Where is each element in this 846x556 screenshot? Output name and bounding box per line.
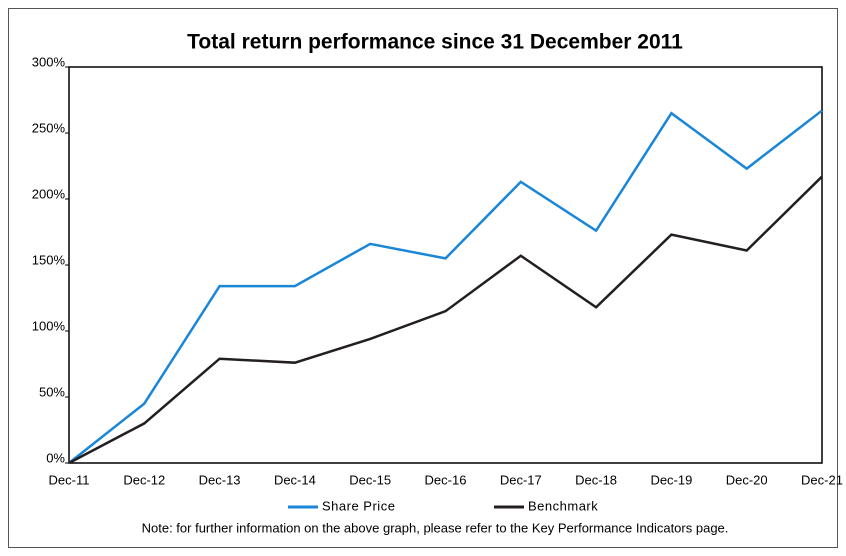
legend-label: Share Price [322,498,395,513]
y-tick-label: 200% [32,186,66,201]
y-tick-label: 50% [39,384,65,399]
chart-title: Total return performance since 31 Decemb… [187,31,683,54]
y-tick-label: 0% [46,450,65,465]
x-tick-label: Dec-17 [500,472,542,487]
y-tick-label: 150% [32,252,66,267]
x-tick-label: Dec-18 [575,472,617,487]
note: Note: for further information on the abo… [142,520,729,535]
chart-border [8,8,838,548]
series-line [68,175,823,465]
x-tick-label: Dec-19 [650,472,692,487]
x-tick-label: Dec-16 [425,472,467,487]
x-tick-label: Dec-14 [274,472,316,487]
x-tick-label: Dec-15 [349,472,391,487]
y-tick-label: 100% [32,318,66,333]
x-tick-label: Dec-11 [49,472,90,487]
x-tick-label: Dec-13 [199,472,241,487]
legend-label: Benchmark [528,498,598,513]
x-tick-label: Dec-21 [801,472,843,487]
y-tick-label: 250% [32,120,66,135]
series-line [68,109,823,464]
y-tick-label: 300% [32,54,66,69]
x-tick-label: Dec-12 [123,472,165,487]
x-tick-label: Dec-20 [726,472,768,487]
